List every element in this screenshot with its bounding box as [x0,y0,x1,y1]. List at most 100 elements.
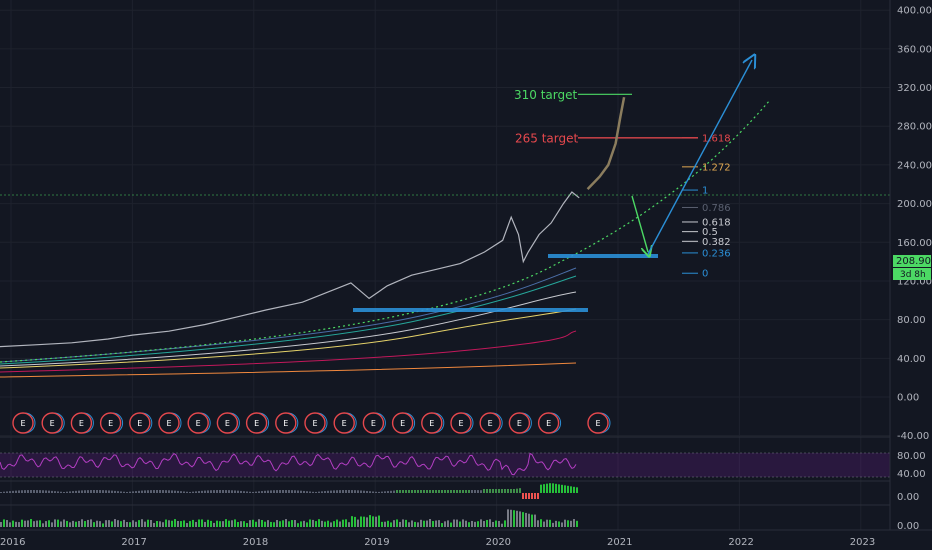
volume-bar [393,520,395,527]
year-tick: 2021 [607,537,632,548]
earnings-marker[interactable]: E [70,412,94,434]
volume-bar [486,519,488,527]
moving-averages [0,267,577,378]
macd-bar [414,490,416,493]
volume-bar [522,512,524,527]
macd-bar [192,491,194,493]
earnings-marker[interactable]: E [333,412,357,434]
earnings-marker[interactable]: E [508,412,532,434]
target-label: 265 target [515,131,579,145]
macd-bar [120,491,122,493]
volume-bar [564,519,566,527]
macd-bar [375,491,377,493]
earnings-marker[interactable]: E [158,412,182,434]
macd-bar [282,490,284,493]
year-tick: 2019 [364,537,389,548]
earnings-marker[interactable]: E [391,412,416,434]
macd-bar [198,491,200,493]
macd-bar [153,490,155,493]
macd-bar [372,491,374,493]
time-axis[interactable]: 2016 2017 2018 2019 2020 2021 2022 2023 [0,537,875,548]
macd-bar [66,491,68,493]
macd-bar [564,485,566,493]
macd-bar [294,490,296,493]
volume-bar [396,519,398,527]
volume-bar [138,520,140,527]
macd-bar [450,490,452,493]
macd-bar [168,490,170,493]
volume-bar [570,520,572,527]
earnings-marker[interactable]: E [421,412,445,434]
volume-bar [438,520,440,527]
earnings-marker[interactable]: E [479,412,503,434]
macd-bar [345,490,347,493]
volume-bar [78,521,80,527]
earnings-marker[interactable]: E [99,412,124,434]
volume-bar [54,519,56,527]
macd-bar [141,490,143,493]
price-axis[interactable]: 600.00560.00520.00480.00440.00400.00360.… [897,0,932,442]
earnings-marker[interactable]: E [245,412,270,434]
volume-bar [357,519,359,527]
macd-bar [267,490,269,493]
earnings-marker[interactable]: E [304,412,328,434]
volume-bar [489,519,491,527]
macd-bar [252,491,254,493]
earnings-marker[interactable]: E [216,412,240,434]
volume-bar [366,517,368,527]
macd-bar [201,490,203,493]
macd-bar [57,491,59,493]
macd-bar [231,490,233,493]
macd-bar [558,484,560,493]
volume-bar [120,521,122,527]
target-label: 310 target [514,88,578,102]
volume-bar [3,519,5,527]
macd-bar [132,491,134,493]
macd-bar [432,490,434,493]
volume-bar [483,521,485,527]
volume-bar [228,520,230,527]
volume-bar [144,521,146,527]
macd-bar [549,483,551,493]
volume-bar [303,520,305,527]
volume-bar [501,523,503,527]
macd-bar [315,491,317,493]
macd-bar [504,489,506,493]
year-tick: 2020 [486,537,511,548]
volume-tick-0: 0.00 [897,521,919,532]
volume-bar [447,520,449,527]
target-annotations: 310 target 265 target [514,88,698,145]
macd-bar [390,490,392,493]
volume-bar [525,512,527,527]
macd-bar [492,489,494,493]
volume-bar [375,516,377,527]
volume-bar [444,521,446,527]
earnings-marker[interactable]: E [12,412,36,434]
macd-bar [510,489,512,493]
ma-crimson [0,330,577,373]
volume-bar [147,519,149,527]
macd-bar [489,489,491,493]
earnings-marker[interactable]: E [362,412,386,434]
volume-bar [420,519,422,527]
macd-bar [393,490,395,493]
earnings-label: E [283,419,288,428]
macd-bar [276,490,278,493]
earnings-marker[interactable]: E [275,412,299,434]
volume-bar [516,510,518,527]
earnings-marker[interactable]: E [587,412,611,434]
earnings-marker[interactable]: E [187,412,211,434]
macd-bar [342,490,344,493]
earnings-marker[interactable]: E [537,412,562,434]
earnings-marker[interactable]: E [41,412,65,434]
macd-bar [303,490,305,493]
volume-bar [96,520,98,527]
macd-bar [570,486,572,493]
earnings-label: E [342,419,347,428]
earnings-marker[interactable]: E [450,412,474,434]
earnings-marker[interactable]: E [129,412,153,434]
macd-bar [321,491,323,493]
macd-bar [423,490,425,493]
macd-bar [6,491,8,493]
